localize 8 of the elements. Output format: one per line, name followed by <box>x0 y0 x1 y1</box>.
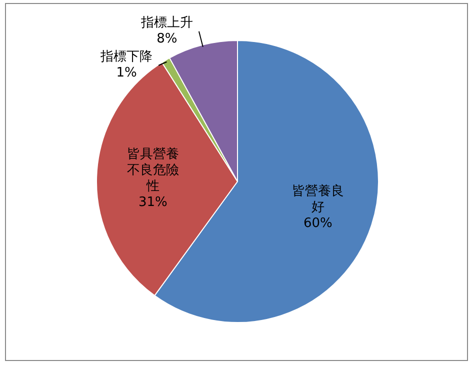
slice-label: 指標上升 <box>140 16 193 31</box>
slice-label: 皆營養良好 <box>292 184 344 216</box>
slice-label: 皆具營養不良危險性 <box>126 147 179 194</box>
data-label: 31% <box>138 195 168 210</box>
data-label: 8% <box>156 32 178 47</box>
slice-label: 指標下降 <box>100 50 153 65</box>
data-label: 1% <box>116 66 137 81</box>
data-label: 60% <box>304 216 332 232</box>
